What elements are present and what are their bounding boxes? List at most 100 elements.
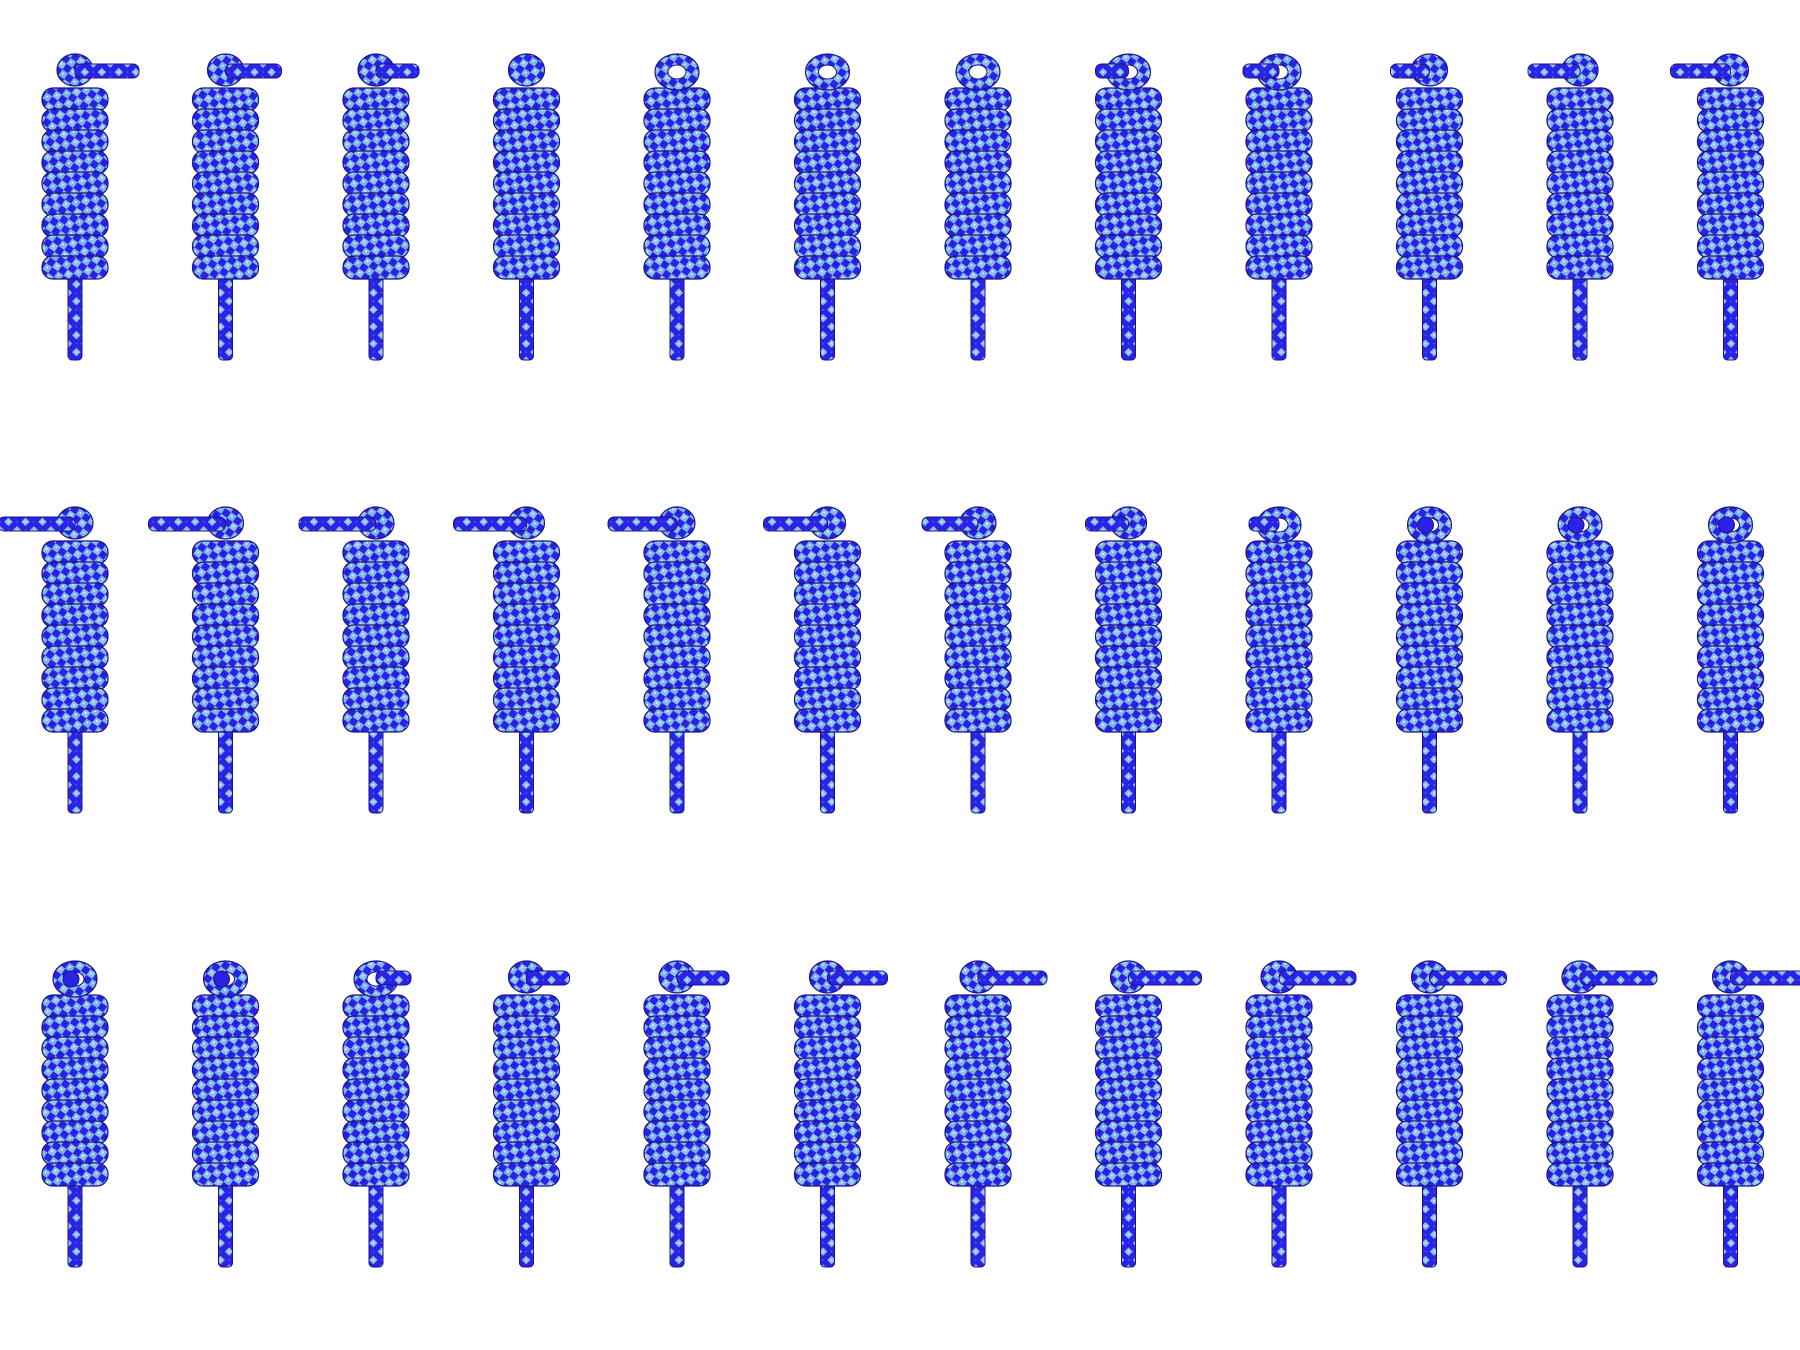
- rope-coil: [191, 1078, 260, 1103]
- rope-coil: [1696, 994, 1765, 1019]
- rope-coil: [1546, 1015, 1614, 1040]
- rope-frame: [1696, 960, 1800, 1268]
- rope-coil: [41, 255, 109, 280]
- rope-coil: [793, 1120, 862, 1145]
- rope-working-end: [763, 516, 828, 532]
- rope-coil: [191, 540, 260, 565]
- rope-frame: [1395, 960, 1507, 1268]
- rope-coil: [1395, 1078, 1464, 1103]
- rope-frame: [191, 960, 260, 1268]
- rope-coil: [1245, 129, 1313, 154]
- rope-coil: [191, 624, 260, 649]
- rope-coil: [1696, 1099, 1765, 1124]
- rope-frame: [148, 506, 260, 814]
- rope-coil: [1094, 234, 1163, 259]
- rope-coil: [492, 1141, 561, 1166]
- rope-coil: [492, 234, 561, 259]
- rope-working-end: [375, 63, 420, 79]
- rope-coil: [191, 1120, 260, 1145]
- rope-coil: [1395, 624, 1464, 649]
- rope-coil: [191, 1141, 260, 1166]
- rope-coil: [1696, 708, 1765, 733]
- rope-frame: [1546, 506, 1614, 814]
- rope-coil: [643, 1015, 711, 1040]
- rope-frame: [1094, 960, 1202, 1268]
- rope-coil: [191, 666, 260, 691]
- rope-coil: [41, 150, 109, 175]
- rope-frame: [191, 53, 282, 361]
- rope-coil: [492, 87, 561, 112]
- rope-coil: [944, 1015, 1012, 1040]
- rope-working-end: [0, 516, 76, 532]
- rope-coil: [944, 603, 1012, 628]
- rope-coil: [1094, 666, 1163, 691]
- rope-coil: [1696, 624, 1765, 649]
- rope-coil: [1245, 255, 1313, 280]
- rope-coil: [944, 994, 1012, 1019]
- rope-coil: [1546, 561, 1614, 586]
- rope-frame: [1670, 53, 1765, 361]
- rope-coil: [1094, 540, 1163, 565]
- rope-coil: [793, 171, 862, 196]
- rope-coil: [944, 129, 1012, 154]
- rope-coil: [1395, 87, 1464, 112]
- rope-frame: [41, 53, 140, 361]
- rope-loop-eye: [667, 64, 687, 80]
- rope-coil: [1696, 129, 1765, 154]
- rope-coil: [944, 150, 1012, 175]
- rope-coil: [793, 192, 862, 217]
- rope-frame: [1546, 960, 1658, 1268]
- rope-coil: [1546, 1162, 1614, 1187]
- rope-coil: [1094, 213, 1163, 238]
- rope-coil: [191, 108, 260, 133]
- rope-coil: [492, 708, 561, 733]
- rope-coil: [1696, 666, 1765, 691]
- rope-coil: [1696, 192, 1765, 217]
- rope-coil: [41, 666, 109, 691]
- rope-coil: [1546, 603, 1614, 628]
- rope-coil: [1395, 108, 1464, 133]
- rope-coil: [793, 87, 862, 112]
- rope-coil: [643, 129, 711, 154]
- rope-coil: [1395, 1015, 1464, 1040]
- rope-coil: [1696, 603, 1765, 628]
- rope-coil: [1094, 129, 1163, 154]
- rope-coil: [1245, 1057, 1313, 1082]
- rope-coil: [342, 540, 410, 565]
- rope-coil: [342, 234, 410, 259]
- rope-end-cap: [213, 970, 230, 988]
- rope-coil: [793, 234, 862, 259]
- rope-coil: [793, 540, 862, 565]
- rope-coil: [41, 1141, 109, 1166]
- rope-coil: [1696, 234, 1765, 259]
- rope-coil: [191, 1057, 260, 1082]
- rope-coil: [41, 171, 109, 196]
- rope-working-end: [1278, 970, 1357, 986]
- rope-frame: [1395, 506, 1464, 814]
- rope-coil: [793, 150, 862, 175]
- rope-coil: [492, 255, 561, 280]
- rope-coil: [1546, 1120, 1614, 1145]
- rope-coil: [944, 561, 1012, 586]
- rope-coil: [1546, 108, 1614, 133]
- rope-coil: [1245, 171, 1313, 196]
- rope-coil: [1094, 87, 1163, 112]
- rope-coil: [643, 150, 711, 175]
- rope-coil: [1094, 255, 1163, 280]
- rope-coil: [944, 666, 1012, 691]
- rope-coil: [492, 1015, 561, 1040]
- rope-coil: [1546, 1141, 1614, 1166]
- rope-coil: [342, 1099, 410, 1124]
- rope-frame: [1094, 53, 1163, 361]
- rope-frame: [342, 53, 420, 361]
- rope-coil: [643, 234, 711, 259]
- rope-coil: [944, 540, 1012, 565]
- rope-coil: [643, 87, 711, 112]
- rope-coil: [41, 87, 109, 112]
- rope-coil: [1245, 708, 1313, 733]
- rope-frame: [643, 960, 730, 1268]
- rope-coil: [492, 540, 561, 565]
- rope-coil: [191, 582, 260, 607]
- rope-coil: [944, 1141, 1012, 1166]
